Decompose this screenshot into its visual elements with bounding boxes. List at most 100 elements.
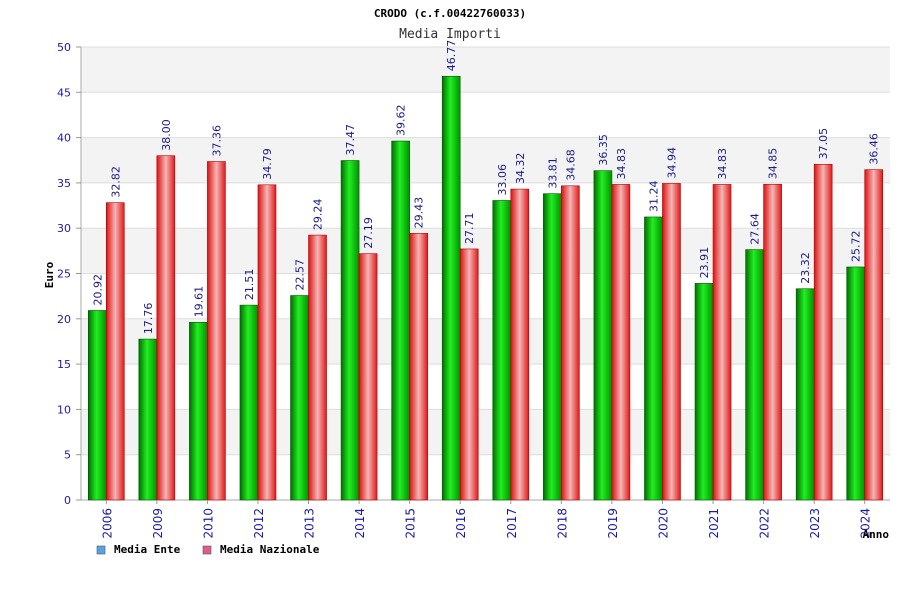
- x-tick-label: 2015: [404, 508, 418, 539]
- data-label: 37.36: [210, 125, 223, 157]
- x-tick-label: 2021: [707, 508, 721, 539]
- bars: [87, 75, 884, 501]
- bar-media-ente: [795, 288, 815, 501]
- bar-media-ente: [189, 322, 208, 501]
- data-label: 29.43: [413, 197, 426, 229]
- bar-media-ente: [694, 283, 714, 501]
- data-label: 34.94: [665, 147, 678, 179]
- data-label: 20.92: [91, 274, 104, 306]
- x-tick-label: 2023: [808, 508, 822, 539]
- bar-media-nazionale: [864, 169, 884, 501]
- data-label: 27.64: [749, 213, 762, 245]
- bar-media-ente: [492, 200, 512, 501]
- x-tick-label: 2024: [859, 508, 873, 539]
- x-tick-label: 2018: [555, 508, 569, 539]
- data-label: 34.68: [564, 149, 577, 181]
- bar-media-ente: [391, 140, 410, 501]
- bar-media-nazionale: [662, 183, 681, 501]
- data-label: 36.35: [597, 134, 610, 166]
- y-tick-label: 40: [57, 132, 71, 145]
- bar-media-nazionale: [409, 233, 428, 501]
- data-label: 33.06: [496, 164, 509, 196]
- y-axis-label: Euro: [43, 261, 56, 288]
- x-tick-label: 2016: [454, 508, 468, 539]
- x-tick-label: 2014: [353, 508, 367, 539]
- data-label: 25.72: [850, 230, 863, 262]
- data-label: 34.79: [261, 148, 274, 180]
- legend-swatch: [202, 545, 212, 555]
- y-axis-ticks: 0 5 10 15 20 25 30 35 40 45 50: [57, 41, 81, 507]
- y-tick-label: 25: [57, 268, 71, 281]
- bar-media-ente: [593, 170, 613, 501]
- grid-band: [81, 47, 890, 93]
- data-label: 22.57: [294, 259, 307, 291]
- x-tick-label: 2022: [758, 508, 772, 539]
- data-label: 27.19: [362, 217, 375, 249]
- bar-media-ente: [745, 249, 764, 501]
- data-label: 23.32: [799, 252, 812, 284]
- x-tick-label: 2013: [303, 508, 317, 539]
- bar-media-nazionale: [611, 184, 631, 501]
- chart-subtitle: Media Importi: [399, 27, 501, 42]
- data-label: 34.83: [716, 148, 729, 180]
- bar-media-ente: [441, 75, 461, 501]
- bar-media-nazionale: [510, 188, 530, 501]
- bar-media-nazionale: [156, 155, 176, 501]
- bar-media-ente: [543, 193, 562, 501]
- data-label: 38.00: [160, 119, 173, 151]
- data-label: 19.61: [192, 286, 205, 318]
- bar-media-ente: [138, 338, 158, 501]
- data-label: 37.47: [344, 124, 357, 156]
- bar-media-nazionale: [105, 202, 125, 501]
- data-label: 34.83: [615, 148, 628, 180]
- y-tick-label: 10: [57, 403, 71, 416]
- data-labels: 20.92 32.82 17.76 38.00 19.61 37.36 21.51 34.79…: [91, 40, 880, 334]
- bar-media-nazionale: [763, 183, 782, 501]
- x-tick-label: 2010: [201, 508, 215, 539]
- bar-media-ente: [239, 304, 259, 501]
- bar-media-nazionale: [712, 184, 732, 501]
- x-tick-label: 2009: [151, 508, 165, 539]
- y-tick-label: 0: [64, 494, 71, 507]
- bar-media-nazionale: [459, 248, 479, 501]
- data-label: 34.85: [767, 148, 780, 180]
- x-tick-label: 2006: [100, 508, 114, 539]
- x-tick-label: 2019: [606, 508, 620, 539]
- bar-media-nazionale: [561, 185, 580, 501]
- data-label: 17.76: [142, 303, 155, 335]
- chart-title: CRODO (c.f.00422760033): [374, 7, 526, 20]
- y-tick-label: 15: [57, 358, 71, 371]
- bar-media-ente: [87, 310, 107, 501]
- data-label: 31.24: [647, 180, 660, 212]
- data-label: 21.51: [243, 269, 256, 301]
- bar-media-nazionale: [813, 164, 833, 501]
- data-label: 39.62: [395, 105, 408, 137]
- legend-swatch: [96, 545, 106, 555]
- bar-media-nazionale: [257, 184, 277, 501]
- legend-label: Media Nazionale: [220, 543, 320, 556]
- data-label: 29.24: [312, 199, 325, 231]
- y-tick-label: 20: [57, 313, 71, 326]
- x-tick-label: 2017: [505, 508, 519, 539]
- legend: Media Ente Media Nazionale: [96, 543, 320, 556]
- y-tick-label: 50: [57, 41, 71, 54]
- bar-media-nazionale: [308, 234, 327, 501]
- x-tick-label: 2020: [656, 508, 670, 539]
- data-label: 34.32: [514, 153, 527, 185]
- bar-media-ente: [846, 266, 866, 501]
- legend-label: Media Ente: [114, 543, 181, 556]
- bar-media-ente: [290, 295, 309, 501]
- data-label: 37.05: [817, 128, 830, 160]
- bar-media-ente: [340, 160, 360, 501]
- bar-media-ente: [644, 216, 663, 501]
- bar-media-nazionale: [207, 161, 226, 501]
- bar-media-nazionale: [358, 253, 378, 501]
- y-tick-label: 45: [57, 86, 71, 99]
- y-tick-label: 35: [57, 177, 71, 190]
- x-tick-label: 2012: [252, 508, 266, 539]
- data-label: 46.77: [445, 40, 458, 72]
- y-tick-label: 30: [57, 222, 71, 235]
- data-label: 27.71: [463, 212, 476, 244]
- x-axis-label: Anno: [863, 528, 890, 541]
